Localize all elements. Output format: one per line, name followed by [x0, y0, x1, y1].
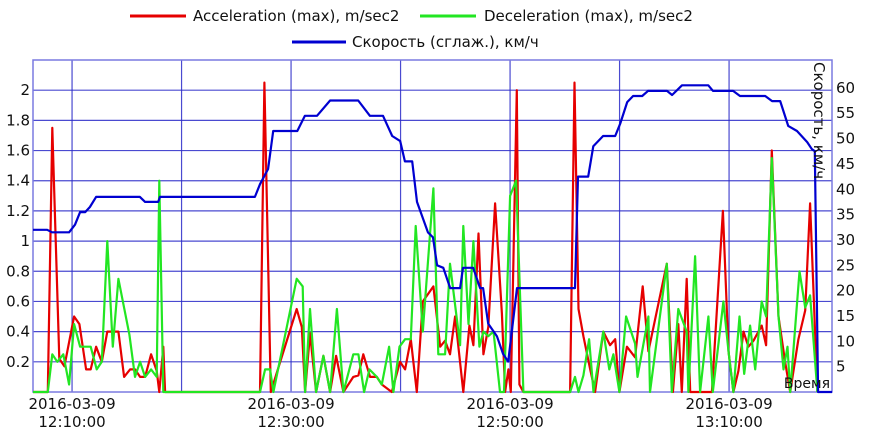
x-tick-date: 2016-03-09	[247, 395, 334, 413]
y2-tick-label: 5	[836, 358, 846, 376]
series-layer	[33, 81, 832, 394]
speed-line	[33, 84, 832, 394]
y2-tick-label: 60	[836, 79, 855, 97]
y2-tick-label: 35	[836, 206, 855, 224]
acceleration-line	[33, 81, 819, 394]
y-tick-label: 0.4	[6, 323, 30, 341]
x-tick-date: 2016-03-09	[466, 395, 553, 413]
axes: 0.20.40.60.811.21.41.61.8251015202530354…	[6, 79, 855, 431]
x-tick-time: 12:10:00	[38, 413, 105, 431]
y-tick-label: 0.2	[6, 353, 30, 371]
y-tick-label: 2	[20, 81, 30, 99]
x-tick-time: 12:30:00	[257, 413, 324, 431]
y2-tick-label: 15	[836, 307, 855, 325]
x-tick-date: 2016-03-09	[28, 395, 115, 413]
x-tick-time: 12:50:00	[476, 413, 543, 431]
y-tick-label: 0.6	[6, 292, 30, 310]
y2-tick-label: 10	[836, 332, 855, 350]
legend: Acceleration (max), m/sec2 Deceleration …	[130, 7, 693, 51]
y2-tick-label: 50	[836, 130, 855, 148]
y2-tick-label: 20	[836, 282, 855, 300]
y-tick-label: 0.8	[6, 262, 30, 280]
y2-tick-label: 45	[836, 155, 855, 173]
x-axis-title: Время	[784, 376, 830, 392]
grid	[32, 59, 833, 393]
y2-axis-title: Скорость, км/ч	[810, 62, 828, 179]
y-tick-label: 1.6	[6, 142, 30, 160]
y2-tick-label: 30	[836, 231, 855, 249]
y2-tick-label: 55	[836, 104, 855, 122]
y-tick-label: 1.4	[6, 172, 30, 190]
plot-frame	[32, 59, 833, 393]
y-tick-label: 1	[20, 232, 30, 250]
x-tick-date: 2016-03-09	[685, 395, 772, 413]
y-tick-label: 1.2	[6, 202, 30, 220]
y2-tick-label: 40	[836, 180, 855, 198]
legend-label-deceleration: Deceleration (max), m/sec2	[484, 7, 693, 25]
y2-tick-label: 25	[836, 256, 855, 274]
y-tick-label: 1.8	[6, 111, 30, 129]
legend-label-speed: Скорость (сглаж.), км/ч	[352, 33, 539, 51]
deceleration-line	[33, 157, 819, 394]
legend-label-acceleration: Acceleration (max), m/sec2	[193, 7, 399, 25]
x-tick-time: 13:10:00	[695, 413, 762, 431]
